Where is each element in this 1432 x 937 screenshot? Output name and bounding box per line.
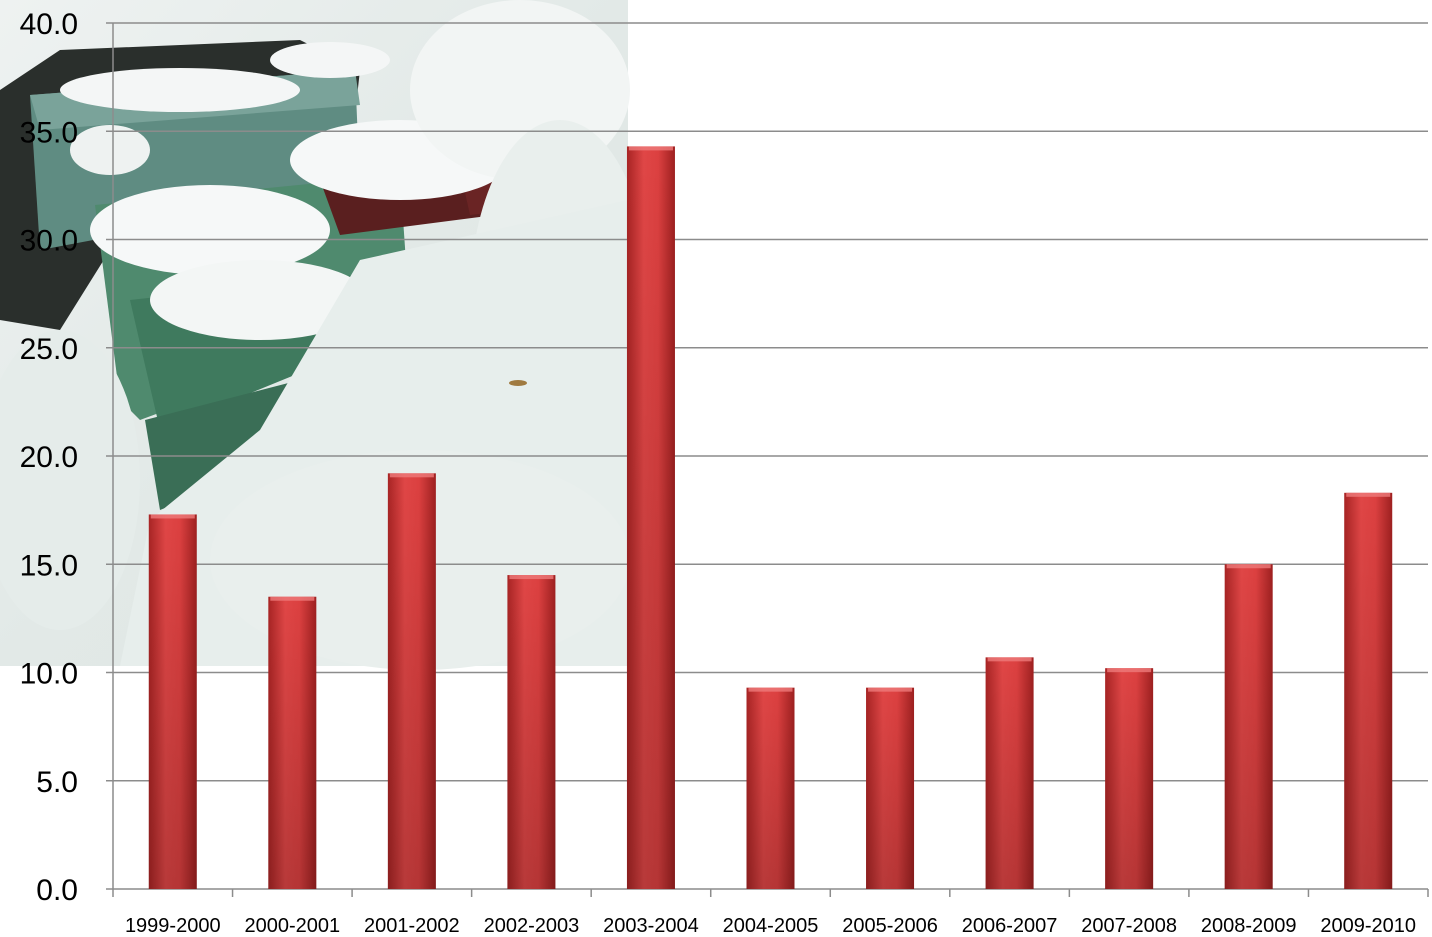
y-tick-label: 5.0: [36, 766, 78, 799]
y-tick-label: 0.0: [36, 874, 78, 907]
x-tick-label: 2009-2010: [1320, 915, 1416, 937]
x-tick-label: 2000-2001: [244, 915, 340, 937]
bar-2008-2009: [1224, 564, 1273, 889]
bar-2009-2010: [1344, 492, 1393, 889]
bar-2007-2008: [1105, 668, 1154, 889]
y-tick-label: 10.0: [20, 658, 78, 691]
y-tick-labels: 0.0 5.0 10.0 15.0 20.0 25.0 30.0 35.0 40.0: [20, 8, 78, 907]
y-tick-label: 15.0: [20, 549, 78, 582]
x-tick-label: 2001-2002: [364, 915, 460, 937]
y-tick-label: 30.0: [20, 225, 78, 258]
snow-beehive-photo: [0, 0, 650, 670]
bar-2001-2002: [387, 473, 436, 889]
x-tick-label: 2006-2007: [962, 915, 1058, 937]
y-tick-label: 35.0: [20, 116, 78, 149]
bar-1999-2000: [148, 514, 197, 889]
y-tick-label: 40.0: [20, 8, 78, 41]
x-tick-label: 2005-2006: [842, 915, 938, 937]
bar-2002-2003: [507, 575, 556, 889]
bars: [148, 146, 1393, 889]
bar-2000-2001: [268, 596, 317, 889]
x-tick-label: 1999-2000: [125, 915, 221, 937]
bar-2005-2006: [866, 687, 915, 889]
bar-2004-2005: [746, 687, 795, 889]
bar-2003-2004: [626, 146, 675, 889]
x-tick-label: 2002-2003: [484, 915, 580, 937]
x-tick-labels: 1999-2000 2000-2001 2001-2002 2002-2003 2003…: [125, 915, 1416, 937]
bar-2006-2007: [985, 657, 1034, 889]
y-tick-label: 25.0: [20, 333, 78, 366]
x-tick-label: 2008-2009: [1201, 915, 1297, 937]
y-tick-label: 20.0: [20, 441, 78, 474]
x-tick-label: 2003-2004: [603, 915, 699, 937]
x-tick-label: 2007-2008: [1081, 915, 1177, 937]
x-tick-label: 2004-2005: [723, 915, 819, 937]
